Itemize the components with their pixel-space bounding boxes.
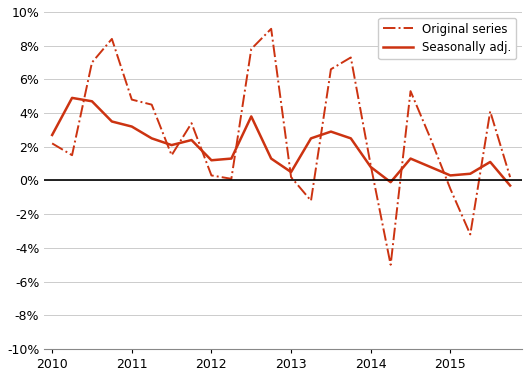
Original series: [328, 67, 334, 71]
Original series: [168, 153, 175, 158]
Original series: [308, 198, 314, 203]
Line: Original series: Original series: [52, 29, 510, 265]
Seasonally adj.: [288, 170, 294, 174]
Seasonally adj.: [427, 165, 434, 169]
Seasonally adj.: [49, 133, 56, 137]
Seasonally adj.: [188, 138, 195, 142]
Seasonally adj.: [149, 136, 155, 141]
Line: Seasonally adj.: Seasonally adj.: [52, 98, 510, 186]
Seasonally adj.: [308, 136, 314, 141]
Seasonally adj.: [228, 156, 234, 161]
Seasonally adj.: [208, 158, 215, 163]
Seasonally adj.: [168, 143, 175, 147]
Original series: [208, 173, 215, 178]
Original series: [228, 177, 234, 181]
Seasonally adj.: [328, 129, 334, 134]
Original series: [467, 232, 473, 237]
Seasonally adj.: [447, 173, 453, 178]
Seasonally adj.: [507, 183, 513, 188]
Original series: [69, 153, 75, 158]
Original series: [507, 175, 513, 180]
Seasonally adj.: [407, 156, 414, 161]
Original series: [248, 47, 254, 51]
Original series: [348, 55, 354, 60]
Seasonally adj.: [268, 156, 275, 161]
Seasonally adj.: [108, 119, 115, 124]
Seasonally adj.: [467, 172, 473, 176]
Legend: Original series, Seasonally adj.: Original series, Seasonally adj.: [379, 18, 516, 59]
Original series: [387, 262, 394, 267]
Seasonally adj.: [487, 160, 494, 164]
Original series: [188, 121, 195, 125]
Seasonally adj.: [387, 180, 394, 184]
Seasonally adj.: [69, 96, 75, 100]
Original series: [447, 187, 453, 191]
Seasonally adj.: [248, 114, 254, 119]
Original series: [129, 97, 135, 102]
Original series: [108, 37, 115, 41]
Seasonally adj.: [89, 99, 95, 104]
Original series: [49, 141, 56, 146]
Original series: [368, 163, 374, 167]
Seasonally adj.: [129, 124, 135, 129]
Original series: [149, 102, 155, 107]
Original series: [89, 60, 95, 65]
Original series: [487, 109, 494, 114]
Seasonally adj.: [348, 136, 354, 141]
Original series: [427, 136, 434, 141]
Original series: [288, 175, 294, 180]
Original series: [268, 26, 275, 31]
Original series: [407, 89, 414, 93]
Seasonally adj.: [368, 165, 374, 169]
